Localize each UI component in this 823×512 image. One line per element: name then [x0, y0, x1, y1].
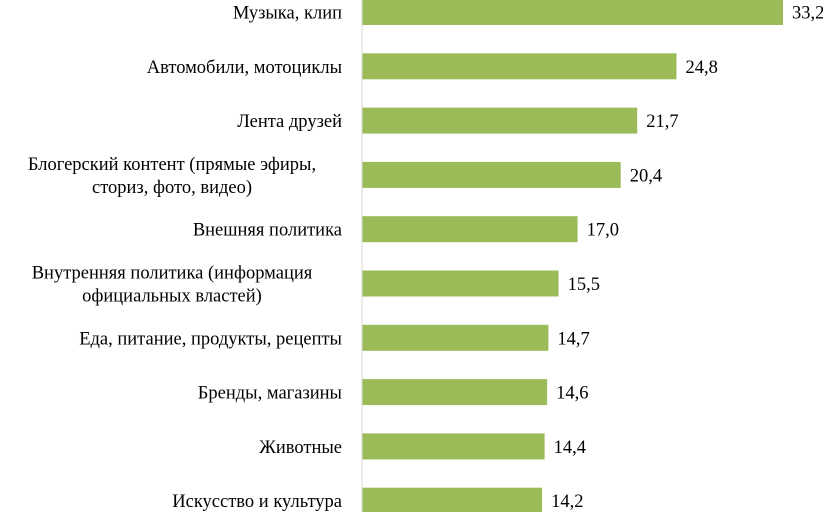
category-label-4: Внешняя политика	[193, 221, 342, 241]
value-label-7: 14,6	[556, 384, 588, 404]
value-labels: 33,2 24,8 21,7 20,4 17,0 15,5 14,7 14,6 14,4 14,2	[551, 4, 823, 512]
category-label-2: Лента друзей	[237, 112, 342, 132]
bar-3	[362, 161, 621, 188]
category-label-6: Еда, питание, продукты, рецепты	[79, 329, 342, 349]
value-label-1: 24,8	[686, 58, 718, 78]
category-label-5-line-0: Внутренняя политика (информация	[32, 264, 313, 284]
bars	[362, 0, 783, 512]
value-label-5: 15,5	[568, 275, 600, 295]
value-label-0: 33,2	[792, 4, 823, 24]
bar-5	[362, 270, 559, 297]
bar-2	[362, 107, 638, 134]
value-label-9: 14,2	[551, 492, 583, 512]
bar-9	[362, 487, 543, 512]
bar-6	[362, 324, 549, 351]
value-label-3: 20,4	[630, 166, 662, 186]
category-label-8: Животные	[259, 438, 342, 458]
category-label-1: Автомобили, мотоциклы	[147, 58, 342, 78]
value-label-6: 14,7	[557, 329, 589, 349]
value-label-2: 21,7	[646, 112, 678, 132]
bar-1	[362, 53, 677, 80]
bar-8	[362, 433, 545, 460]
value-label-4: 17,0	[587, 221, 619, 241]
category-label-0: Музыка, клип	[233, 4, 342, 24]
category-label-3-line-0: Блогерский контент (прямые эфиры,	[28, 155, 316, 175]
bar-7	[362, 379, 548, 406]
bar-4	[362, 216, 578, 243]
category-labels: Музыка, клип Автомобили, мотоциклы Лента д…	[28, 4, 342, 512]
category-label-7: Бренды, магазины	[198, 384, 342, 404]
category-label-9: Искусство и культура	[172, 492, 342, 512]
category-label-3-line-1: сториз, фото, видео)	[92, 178, 252, 198]
bar-0	[362, 0, 783, 25]
value-label-8: 14,4	[554, 438, 586, 458]
category-label-5-line-1: официальных властей)	[82, 287, 262, 307]
